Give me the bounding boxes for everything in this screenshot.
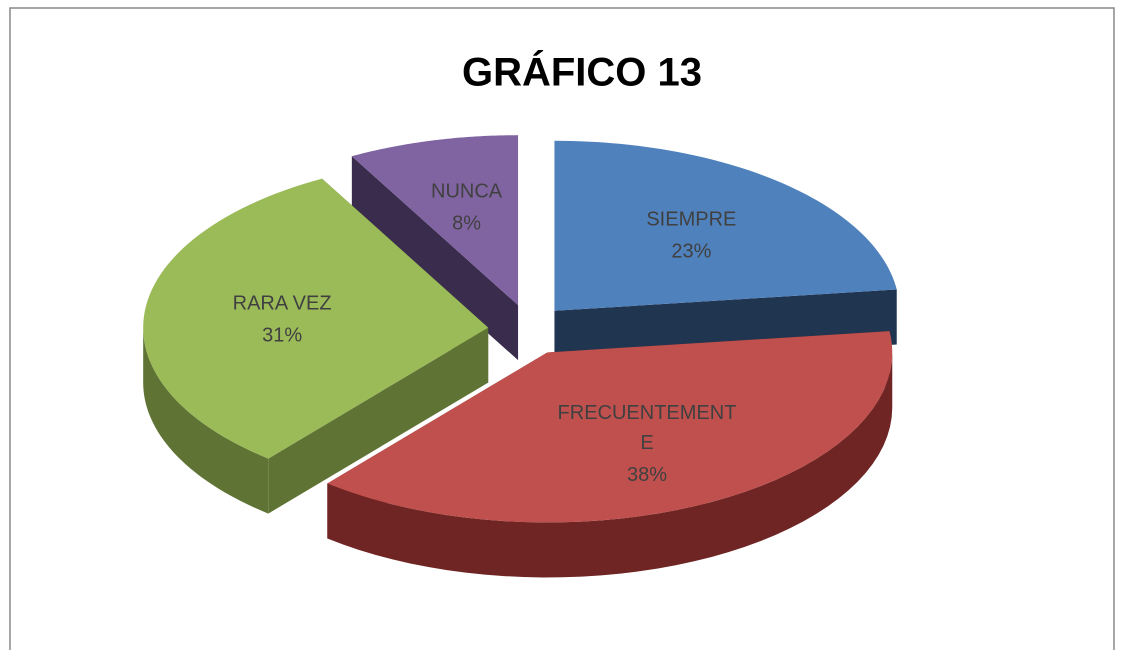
slice-label: FRECUENTEMENT E	[558, 402, 737, 454]
slice-wall	[327, 352, 893, 578]
value-label: 31%	[262, 324, 302, 346]
slice	[554, 140, 897, 311]
slice	[351, 135, 519, 306]
slice	[143, 178, 489, 459]
slice-label: NUNCA	[431, 181, 503, 203]
value-label: 38%	[627, 464, 667, 486]
slice-label: SIEMPRE	[646, 209, 736, 231]
slice	[327, 331, 893, 523]
slice-wall	[143, 327, 269, 514]
chart-title: GRÁFICO 13	[462, 50, 702, 95]
value-label: 23%	[671, 241, 711, 263]
slice-side	[351, 156, 519, 361]
slice-label: RARA VEZ	[233, 292, 332, 314]
value-label: 8%	[452, 213, 481, 235]
slice-side	[268, 327, 489, 514]
